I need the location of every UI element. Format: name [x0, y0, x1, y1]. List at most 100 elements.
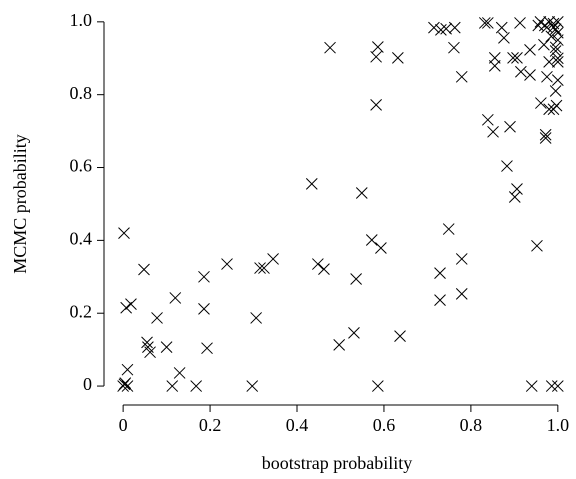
point: [138, 263, 150, 276]
point: [141, 336, 153, 349]
point: [549, 41, 562, 54]
point: [365, 234, 378, 246]
x-tick-label: 0.8: [460, 415, 483, 435]
point: [434, 294, 446, 306]
point: [455, 253, 468, 265]
point: [435, 23, 447, 36]
point: [201, 342, 213, 355]
point: [524, 44, 536, 56]
point: [514, 17, 526, 29]
point: [198, 270, 210, 283]
point: [504, 120, 516, 133]
point: [118, 227, 130, 239]
point: [541, 70, 553, 83]
point: [305, 178, 318, 190]
point: [481, 17, 494, 29]
point: [440, 22, 452, 35]
point: [543, 103, 555, 116]
point: [370, 50, 382, 63]
point: [324, 41, 336, 54]
point: [333, 339, 346, 351]
point: [498, 32, 510, 44]
point: [549, 85, 562, 97]
point: [515, 65, 527, 78]
point: [246, 380, 259, 392]
point: [375, 242, 387, 254]
point: [487, 125, 499, 138]
point: [372, 41, 384, 53]
point: [392, 52, 404, 64]
point: [545, 30, 558, 43]
point: [169, 292, 182, 304]
point: [455, 288, 468, 300]
point: [539, 128, 552, 141]
point: [348, 327, 360, 339]
y-axis-title: MCMC probability: [10, 134, 30, 274]
point: [551, 15, 564, 28]
point: [190, 380, 203, 392]
point: [144, 346, 156, 359]
point: [372, 380, 384, 392]
point: [539, 132, 552, 144]
point: [481, 113, 494, 126]
point: [525, 380, 538, 392]
point: [547, 21, 560, 34]
x-tick-label: 1.0: [547, 415, 570, 435]
point: [160, 341, 173, 353]
point: [531, 239, 543, 252]
point: [511, 183, 523, 195]
point: [442, 223, 455, 235]
point: [125, 298, 137, 310]
point: [549, 45, 562, 57]
y-tick-label: 0.6: [70, 156, 93, 176]
point: [550, 99, 563, 112]
point: [501, 160, 513, 172]
point: [221, 258, 233, 270]
point: [434, 267, 446, 280]
point: [121, 363, 134, 376]
point: [173, 367, 186, 379]
point: [151, 312, 163, 324]
y-tick-label: 0.2: [70, 301, 93, 321]
point: [532, 19, 545, 32]
point: [488, 60, 501, 72]
point: [538, 38, 550, 51]
x-tick-label: 0: [119, 415, 128, 435]
point: [254, 262, 266, 274]
y-tick-label: 0.4: [70, 228, 93, 248]
point: [120, 301, 133, 314]
point: [350, 273, 362, 285]
y-tick-label: 0: [83, 374, 92, 394]
x-tick-label: 0.2: [199, 415, 222, 435]
point: [511, 52, 523, 64]
point: [551, 52, 564, 65]
point: [250, 312, 262, 324]
point: [551, 34, 564, 46]
point: [166, 380, 179, 392]
point: [507, 52, 519, 64]
x-axis-title: bootstrap probability: [262, 453, 412, 473]
point: [318, 263, 330, 275]
y-tick-label: 0.8: [70, 83, 93, 103]
point: [524, 69, 536, 81]
x-tick-label: 0.4: [286, 415, 309, 435]
point: [121, 380, 134, 392]
point: [545, 380, 558, 392]
point: [118, 378, 131, 391]
point: [312, 258, 324, 270]
point: [455, 70, 468, 83]
point: [478, 17, 491, 29]
point: [370, 99, 382, 111]
point: [428, 21, 440, 34]
point: [535, 97, 547, 109]
x-tick-label: 0.6: [373, 415, 396, 435]
point: [355, 187, 368, 199]
point: [551, 56, 564, 68]
point: [267, 253, 279, 265]
point: [448, 41, 460, 54]
point: [543, 56, 555, 68]
point: [198, 302, 210, 315]
point: [551, 380, 564, 392]
